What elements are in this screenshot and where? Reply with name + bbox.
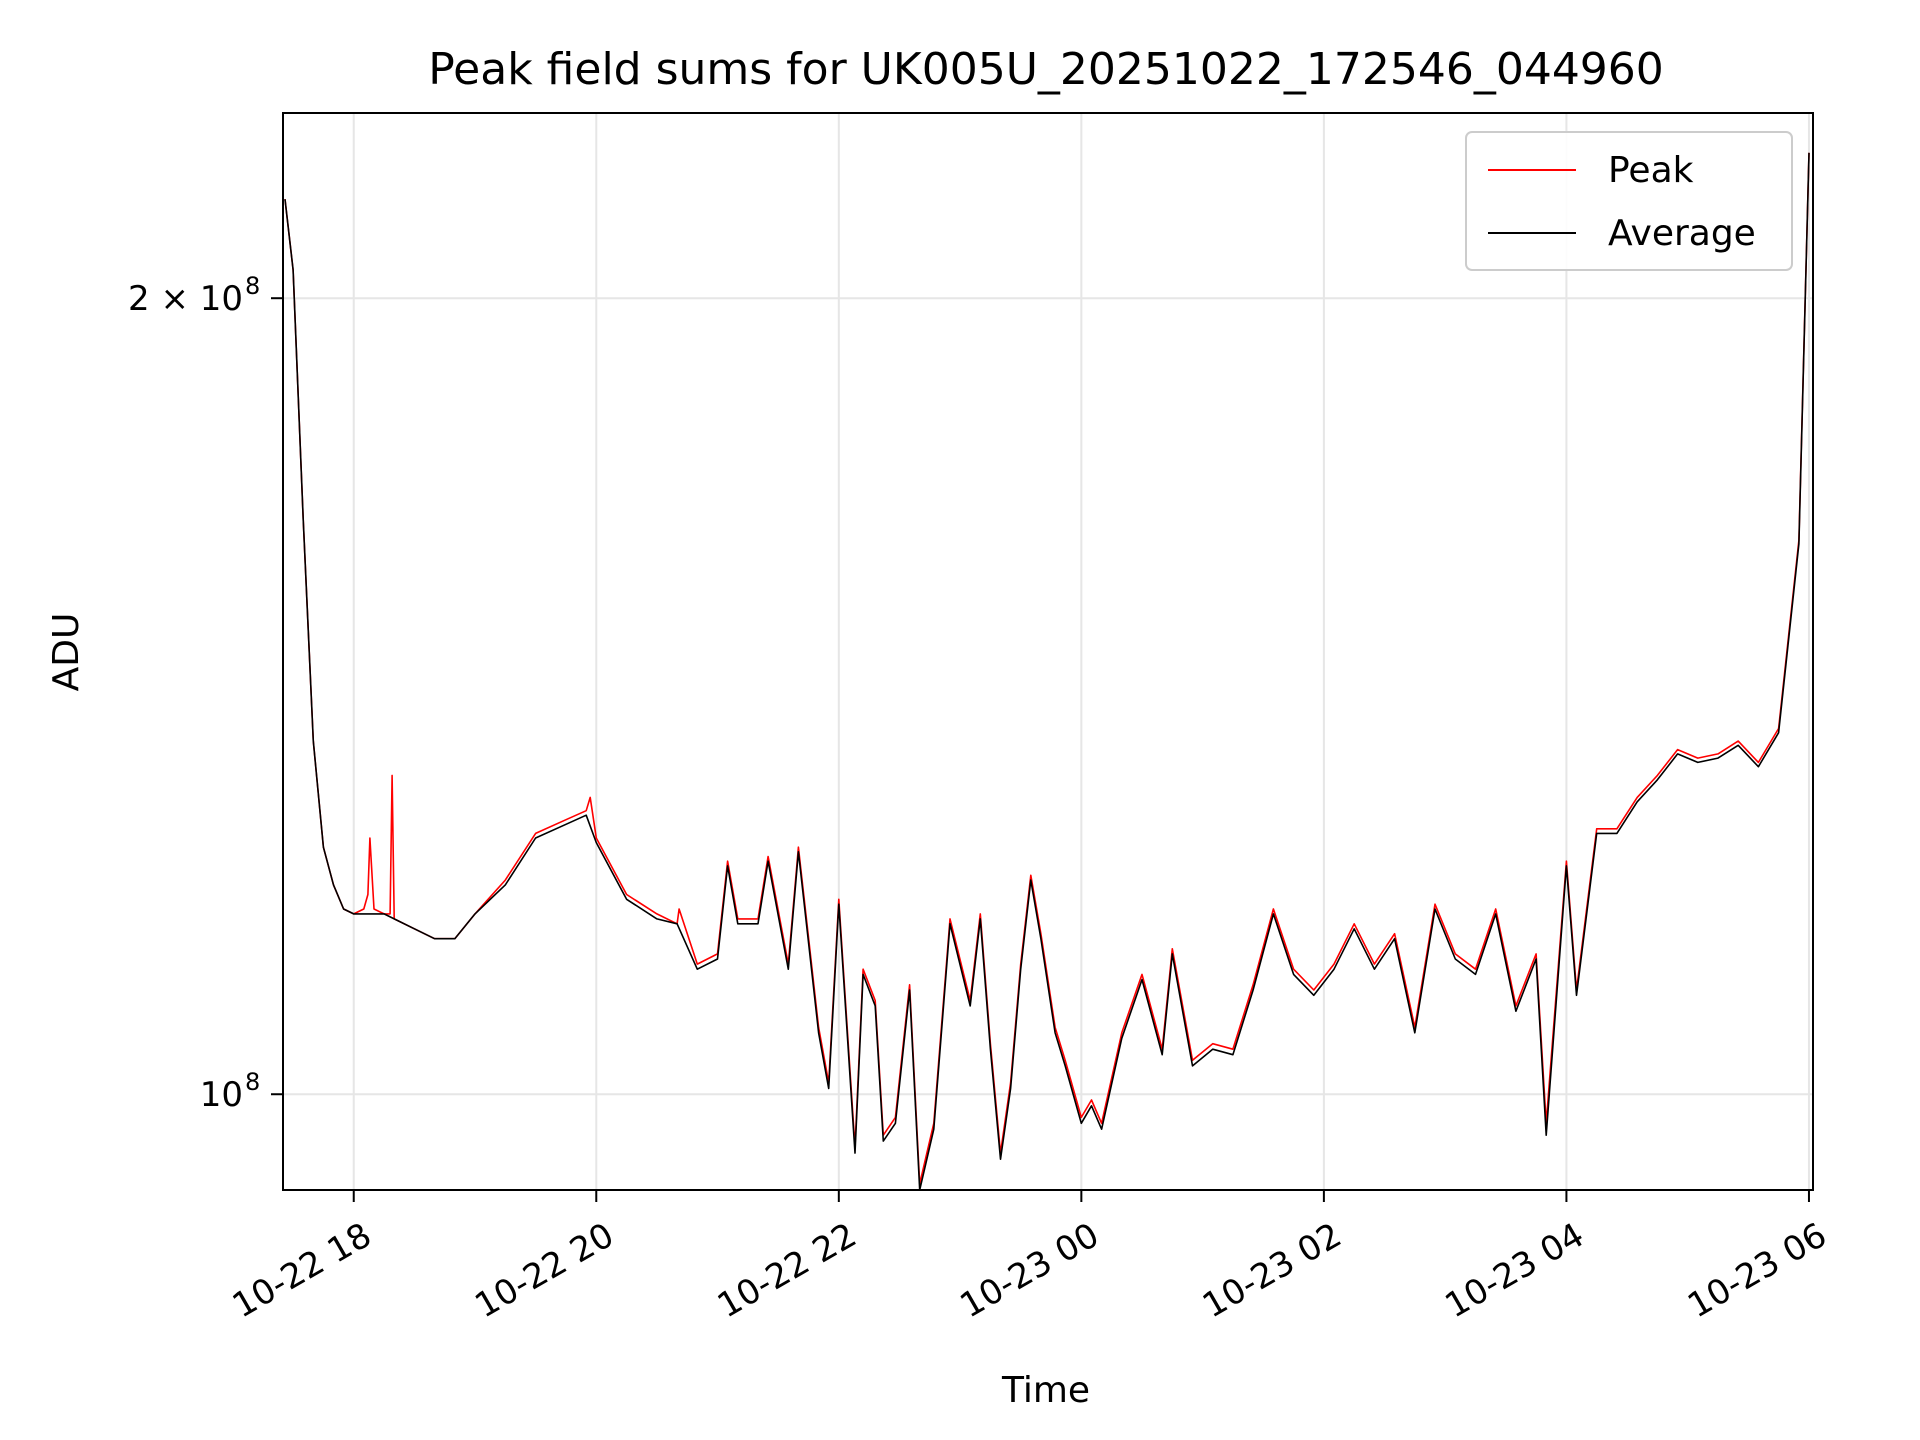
y-tick-exponent: 8: [245, 1068, 260, 1096]
y-axis: 10 82 × 10 8: [128, 272, 283, 1115]
legend: Peak Average: [1465, 131, 1793, 271]
legend-label-peak: Peak: [1608, 150, 1694, 191]
series-line-average: [284, 152, 1810, 1190]
y-tick-label: 2 × 10: [128, 279, 243, 319]
legend-box: [1465, 131, 1793, 271]
y-tick-exponent: 8: [245, 272, 260, 300]
x-axis-label: Time: [1001, 1370, 1090, 1411]
y-tick-label: 10: [200, 1075, 243, 1115]
legend-label-average: Average: [1608, 213, 1756, 254]
series-layer: [284, 152, 1810, 1190]
y-axis-label: ADU: [46, 613, 87, 692]
plot-frame: [282, 112, 1814, 1191]
chart-title: Peak field sums for UK005U_20251022_1725…: [428, 44, 1664, 95]
x-gridlines: [352, 113, 1810, 1190]
y-gridlines: [283, 297, 1813, 1096]
